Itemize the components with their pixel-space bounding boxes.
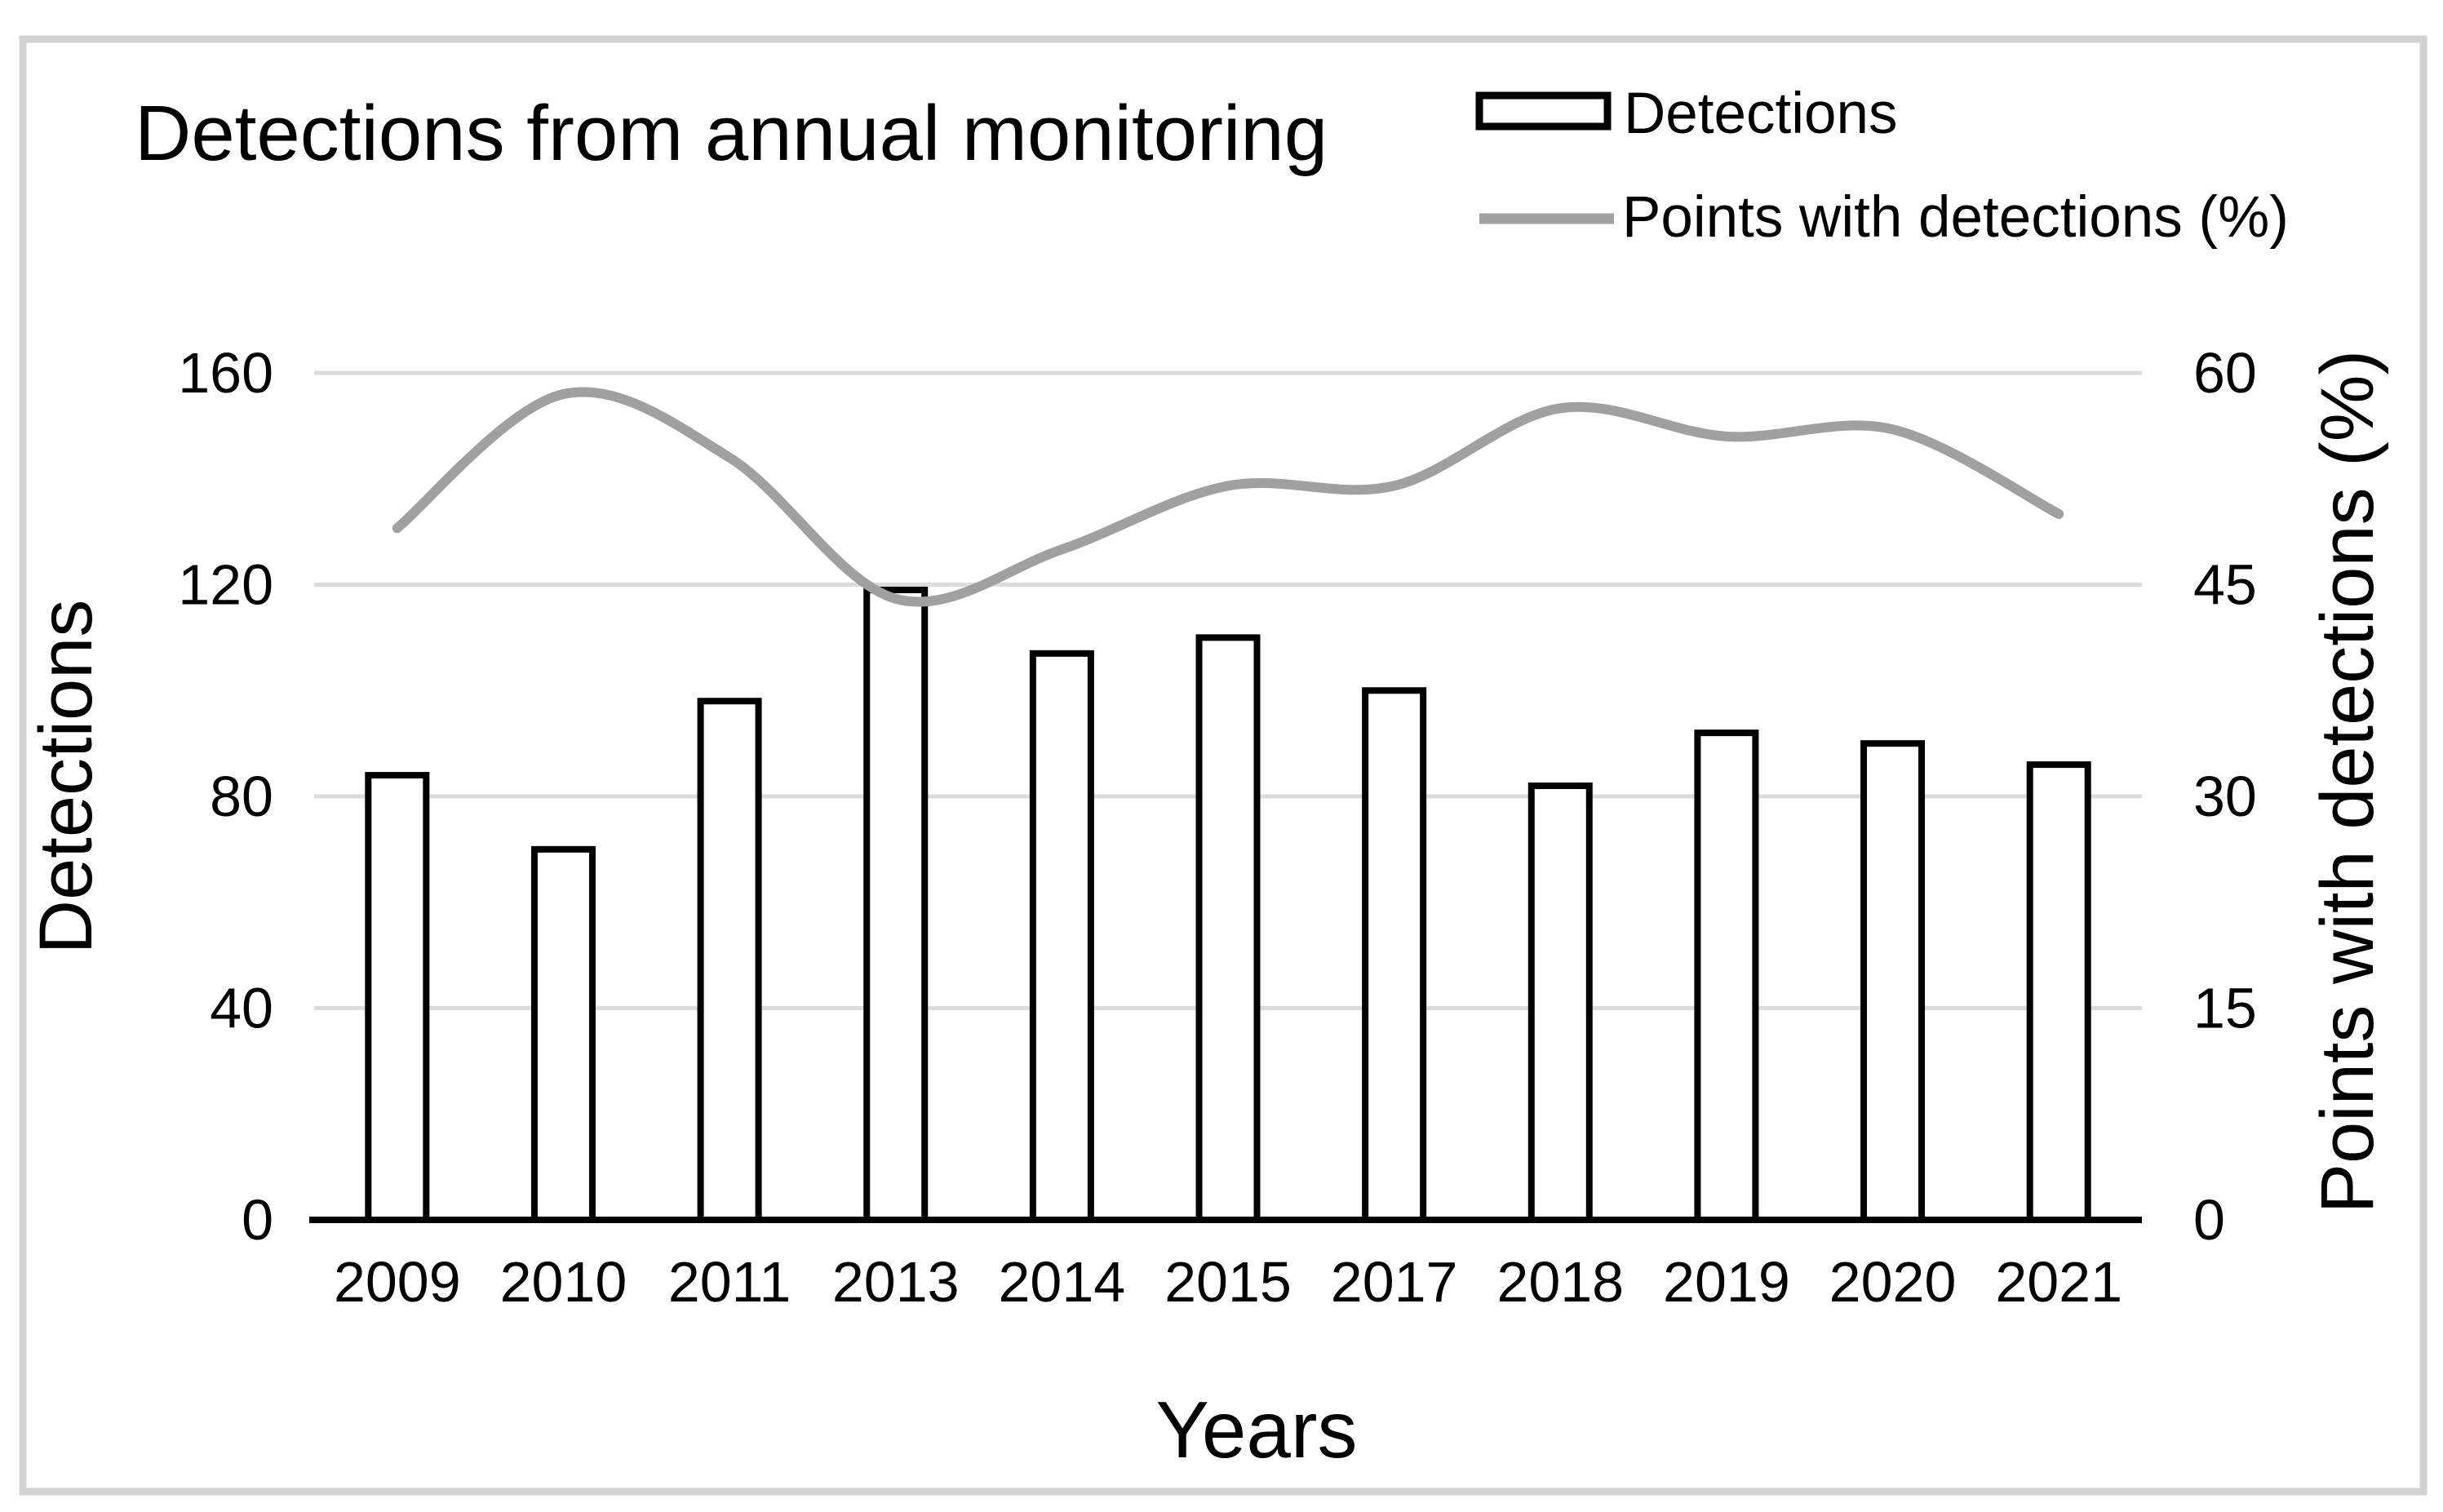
legend: Detections Points with detections (%)	[1475, 82, 2289, 250]
bar-2013	[863, 586, 929, 1223]
left-axis-title: Detections	[24, 600, 108, 955]
left-tick-0: 0	[242, 1188, 273, 1252]
bars-layer	[365, 586, 2091, 1223]
right-tick-60: 60	[2193, 341, 2257, 405]
x-tick-2018: 2018	[1496, 1250, 1624, 1314]
x-tick-2020: 2020	[1829, 1250, 1957, 1314]
left-tick-120: 120	[178, 553, 273, 617]
bar-2011	[697, 698, 762, 1223]
left-tick-40: 40	[210, 977, 273, 1040]
points-with-detections-line	[392, 387, 2064, 607]
x-tick-labels: 2009 2010 2011 2013 2014 2015 2017 2018 2019 2020…	[334, 1250, 2122, 1314]
chart-title: Detections from annual monitoring	[135, 90, 1328, 177]
bar-2019	[1694, 729, 1759, 1223]
right-tick-45: 45	[2193, 553, 2257, 617]
bar-2014	[1029, 650, 1094, 1223]
x-tick-2021: 2021	[1995, 1250, 2122, 1314]
x-tick-2015: 2015	[1164, 1250, 1292, 1314]
legend-line-label: Points with detections (%)	[1622, 185, 2289, 250]
figure-border	[19, 35, 2427, 1496]
x-tick-2014: 2014	[998, 1250, 1125, 1314]
legend-bar-swatch-icon	[1475, 91, 1612, 131]
x-tick-2013: 2013	[832, 1250, 960, 1314]
bar-2010	[530, 845, 596, 1223]
x-tick-2019: 2019	[1663, 1250, 1790, 1314]
right-tick-0: 0	[2193, 1188, 2225, 1252]
legend-bar-label: Detections	[1624, 82, 1897, 146]
bar-2018	[1527, 783, 1593, 1223]
bar-2021	[2026, 761, 2091, 1223]
x-tick-2017: 2017	[1331, 1250, 1458, 1314]
x-tick-2009: 2009	[334, 1250, 461, 1314]
bar-2020	[1860, 740, 1926, 1223]
right-tick-30: 30	[2193, 765, 2257, 828]
right-tick-labels: 0 15 30 45 60	[2193, 341, 2257, 1252]
bar-2015	[1195, 634, 1261, 1223]
left-tick-160: 160	[178, 341, 273, 405]
right-tick-15: 15	[2193, 977, 2257, 1040]
x-tick-2011: 2011	[668, 1250, 791, 1314]
line-series-layer	[392, 387, 2064, 607]
left-tick-labels: 0 40 80 120 160	[178, 341, 273, 1252]
bar-2017	[1362, 687, 1427, 1223]
right-axis-title: Points with detections (%)	[2306, 350, 2389, 1213]
bar-2009	[365, 772, 430, 1223]
x-axis-title: Years	[1155, 1385, 1357, 1474]
x-tick-2010: 2010	[500, 1250, 627, 1314]
left-tick-80: 80	[210, 765, 273, 828]
